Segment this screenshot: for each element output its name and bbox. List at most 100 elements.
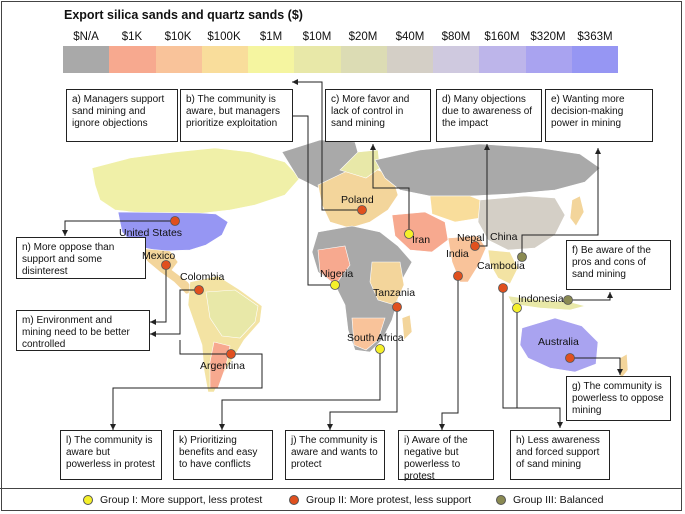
line-e-china: [521, 148, 599, 257]
map-title: Export silica sands and quartz sands ($): [64, 8, 303, 22]
line-h-cambodia: [502, 292, 561, 428]
box-d: d) Many objections due to awareness of t…: [436, 89, 542, 142]
scale-label-na: $N/A: [73, 31, 99, 43]
line-b-nigeria: [287, 115, 335, 286]
scale-swatch-160m: [479, 46, 526, 73]
label-australia: Australia: [538, 336, 579, 348]
label-nepal: Nepal: [457, 232, 485, 244]
box-h: h) Less awareness and forced support of …: [510, 430, 610, 480]
label-china: China: [490, 231, 518, 243]
land-southeast-asia: [487, 249, 519, 285]
color-scale: [63, 46, 618, 73]
label-south-africa: South Africa: [347, 332, 404, 344]
marker-united-states: [170, 216, 180, 226]
line-f-indonesia: [568, 292, 611, 301]
marker-argentina: [226, 349, 236, 359]
arrow-j: [327, 424, 333, 430]
scale-swatch-10m: [294, 46, 341, 73]
label-united-states: United States: [119, 227, 183, 239]
box-a: a) Managers support sand mining and igno…: [66, 89, 178, 142]
scale-label-1m: $1M: [259, 31, 283, 43]
line-k-south-africa: [221, 349, 381, 430]
land-west-africa: [317, 245, 351, 286]
scale-label-10m: $10M: [302, 31, 332, 43]
arrow-g: [617, 369, 623, 375]
marker-mexico: [161, 260, 171, 270]
legend-dot-group1: [83, 495, 93, 505]
scale-swatch-100k: [201, 46, 248, 73]
box-g: g) The community is powerless to oppose …: [566, 376, 671, 421]
legend-label-group1: Group I: More support, less protest: [100, 494, 263, 506]
scale-swatch-10k: [155, 46, 202, 73]
scale-swatch-363m: [571, 46, 618, 73]
land-southern-africa: [351, 317, 386, 351]
arrow-h: [557, 422, 563, 428]
scale-label-363m: $363M: [577, 31, 613, 43]
country-markers: [161, 205, 575, 363]
arrow-d: [484, 144, 490, 150]
box-b: b) The community is aware, but managers …: [180, 89, 293, 142]
scale-label-20m: $20M: [348, 31, 378, 43]
box-f: f) Be aware of the pros and cons of sand…: [566, 240, 671, 290]
scale-label-320m: $320M: [530, 31, 566, 43]
land-canada: [91, 147, 301, 215]
label-cambodia: Cambodia: [477, 260, 525, 272]
arrow-k: [219, 424, 225, 430]
legend-dot-group3: [496, 495, 506, 505]
scale-label-1k: $1K: [121, 31, 143, 43]
marker-tanzania: [392, 302, 402, 312]
label-poland: Poland: [341, 194, 374, 206]
label-iran: Iran: [412, 234, 431, 246]
arrow-e: [595, 148, 601, 154]
land-japan: [569, 195, 585, 227]
arrow-c: [370, 144, 376, 150]
scale-swatch-na: [63, 46, 110, 73]
arrow-m1: [150, 319, 156, 325]
label-argentina: Argentina: [200, 360, 245, 372]
arrow-l: [110, 424, 116, 430]
line-m-argentina: [179, 340, 231, 355]
box-i: i) Aware of the negative but powerless t…: [398, 430, 494, 482]
line-i-india: [441, 280, 459, 430]
land-china: [477, 195, 566, 251]
scale-swatch-1m: [248, 46, 295, 73]
line-c-iran: [372, 144, 410, 234]
line-l-argentina: [112, 353, 263, 430]
marker-indonesia-balanced: [563, 295, 573, 305]
scale-label-160m: $160M: [484, 31, 520, 43]
land-middle-east: [391, 211, 449, 253]
land-brazil: [205, 289, 259, 339]
legend-dot-group2: [289, 495, 299, 505]
scale-label-80m: $80M: [441, 31, 471, 43]
line-a-poland: [292, 81, 362, 211]
marker-nepal: [470, 241, 480, 251]
scale-label-100k: $100K: [207, 31, 241, 43]
arrowheads: [62, 79, 623, 430]
marker-south-africa: [375, 344, 385, 354]
box-c: c) More favor and lack of control in san…: [325, 89, 431, 142]
marker-indonesia: [512, 303, 522, 313]
label-tanzania: Tanzania: [373, 287, 416, 299]
scale-label-10k: $10K: [164, 31, 192, 43]
line-j-tanzania: [329, 307, 398, 430]
scale-swatch-80m: [433, 46, 480, 73]
scale-label-40m: $40M: [395, 31, 425, 43]
marker-colombia: [194, 285, 204, 295]
land-madagascar: [401, 314, 413, 341]
marker-india: [453, 271, 463, 281]
scale-swatch-40m: [386, 46, 433, 73]
marker-iran: [404, 229, 414, 239]
box-e: e) Wanting more decision-making power in…: [545, 89, 653, 142]
marker-poland: [357, 205, 367, 215]
legend-label-group2: Group II: More protest, less support: [306, 494, 472, 506]
box-j: j) The community is aware and wants to p…: [285, 430, 385, 480]
arrow-m2: [150, 331, 156, 337]
line-m-colombia: [150, 289, 199, 335]
scale-swatch-1k: [109, 46, 156, 73]
label-colombia: Colombia: [180, 271, 225, 283]
label-indonesia: Indonesia: [518, 293, 564, 305]
label-mexico: Mexico: [142, 250, 176, 262]
legend-label-group3: Group III: Balanced: [513, 494, 604, 506]
box-m: m) Environment and mining need to be bet…: [16, 310, 150, 351]
